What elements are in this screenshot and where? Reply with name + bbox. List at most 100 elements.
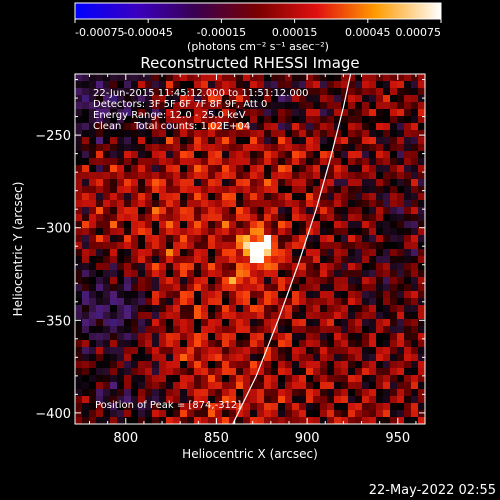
heatmap-cell	[411, 130, 419, 138]
heatmap-cell	[180, 207, 188, 215]
heatmap-cell	[96, 333, 104, 341]
heatmap-cell	[215, 158, 223, 166]
heatmap-cell	[103, 277, 111, 285]
heatmap-cell	[138, 417, 146, 424]
heatmap-cell	[208, 417, 216, 424]
heatmap-cell	[348, 347, 356, 355]
heatmap-cell	[180, 200, 188, 208]
heatmap-cell	[327, 382, 335, 390]
heatmap-cell	[313, 81, 321, 89]
heatmap-cell	[257, 270, 265, 278]
heatmap-cell	[103, 165, 111, 173]
heatmap-cell	[292, 256, 300, 264]
heatmap-cell	[271, 151, 279, 159]
heatmap-cell	[82, 410, 90, 418]
heatmap-cell	[306, 144, 314, 152]
heatmap-cell	[320, 368, 328, 376]
heatmap-cell	[418, 200, 425, 208]
heatmap-cell	[110, 382, 118, 390]
heatmap-cell	[271, 312, 279, 320]
heatmap-cell	[341, 305, 349, 313]
heatmap-cell	[418, 172, 425, 180]
heatmap-cell	[180, 221, 188, 229]
heatmap-cell	[215, 214, 223, 222]
heatmap-cell	[236, 172, 244, 180]
heatmap-cell	[124, 214, 132, 222]
heatmap-cell	[306, 242, 314, 250]
heatmap-cell	[110, 88, 118, 96]
heatmap-cell	[257, 235, 265, 243]
heatmap-cell	[173, 256, 181, 264]
heatmap-cell	[131, 221, 139, 229]
heatmap-cell	[355, 368, 363, 376]
heatmap-cell	[117, 382, 125, 390]
heatmap-cell	[355, 74, 363, 82]
heatmap-cell	[250, 88, 258, 96]
heatmap-cell	[271, 109, 279, 117]
heatmap-cell	[82, 277, 90, 285]
heatmap-cell	[103, 207, 111, 215]
heatmap-cell	[89, 361, 97, 369]
heatmap-cell	[348, 263, 356, 271]
heatmap-cell	[208, 95, 216, 103]
heatmap-cell	[299, 319, 307, 327]
heatmap-cell	[124, 298, 132, 306]
heatmap-cell	[208, 221, 216, 229]
heatmap-cell	[110, 235, 118, 243]
heatmap-cell	[390, 326, 398, 334]
heatmap-cell	[369, 242, 377, 250]
heatmap-cell	[131, 263, 139, 271]
heatmap-cell	[187, 312, 195, 320]
heatmap-cell	[369, 277, 377, 285]
heatmap-cell	[271, 242, 279, 250]
heatmap-cell	[75, 284, 83, 292]
heatmap-cell	[334, 249, 342, 257]
heatmap-cell	[243, 326, 251, 334]
heatmap-cell	[103, 221, 111, 229]
heatmap-cell	[285, 354, 293, 362]
heatmap-cell	[145, 137, 153, 145]
heatmap-cell	[299, 221, 307, 229]
heatmap-cell	[138, 88, 146, 96]
heatmap-cell	[82, 116, 90, 124]
heatmap-cell	[229, 319, 237, 327]
heatmap-cell	[418, 417, 425, 424]
heatmap-cell	[152, 319, 160, 327]
heatmap-cell	[320, 102, 328, 110]
heatmap-cell	[110, 277, 118, 285]
heatmap-cell	[194, 242, 202, 250]
heatmap-cell	[236, 95, 244, 103]
heatmap-cell	[96, 319, 104, 327]
heatmap-cell	[131, 382, 139, 390]
heatmap-cell	[376, 382, 384, 390]
heatmap-cell	[397, 319, 405, 327]
heatmap-cell	[180, 165, 188, 173]
heatmap-cell	[250, 291, 258, 299]
heatmap-cell	[215, 130, 223, 138]
heatmap-cell	[362, 200, 370, 208]
heatmap-cell	[320, 263, 328, 271]
heatmap-cell	[250, 305, 258, 313]
heatmap-cell	[124, 396, 132, 404]
heatmap-cell	[257, 382, 265, 390]
heatmap-cell	[208, 165, 216, 173]
heatmap-cell	[187, 151, 195, 159]
heatmap-cell	[278, 221, 286, 229]
heatmap-cell	[89, 347, 97, 355]
heatmap-cell	[313, 179, 321, 187]
heatmap-cell	[187, 396, 195, 404]
heatmap-cell	[236, 200, 244, 208]
heatmap-cell	[166, 81, 174, 89]
heatmap-cell	[117, 361, 125, 369]
heatmap-cell	[257, 109, 265, 117]
heatmap-cell	[362, 256, 370, 264]
heatmap-cell	[313, 347, 321, 355]
heatmap-cell	[124, 193, 132, 201]
heatmap-cell	[229, 235, 237, 243]
heatmap-cell	[383, 347, 391, 355]
heatmap-cell	[166, 284, 174, 292]
heatmap-cell	[117, 186, 125, 194]
heatmap-cell	[166, 263, 174, 271]
heatmap-cell	[103, 102, 111, 110]
heatmap-cell	[82, 333, 90, 341]
